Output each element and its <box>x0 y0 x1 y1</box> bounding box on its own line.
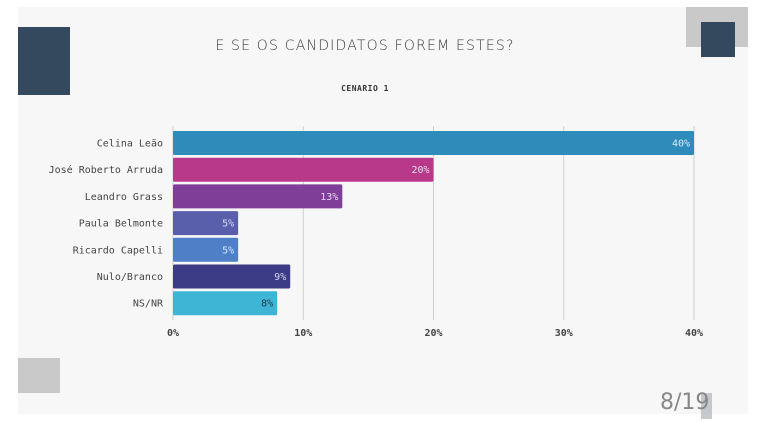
slide-background <box>18 7 748 414</box>
category-label: Leandro Grass <box>85 192 163 203</box>
bar <box>173 184 343 209</box>
page-indicator: 8/19 <box>660 390 710 415</box>
decorative-square-left <box>18 27 70 95</box>
chart-labels: 0% 10% 20% 30% 40% Celina Leão 40% José Roberto… <box>49 139 703 340</box>
category-label: Paula Belmonte <box>79 219 163 230</box>
bar <box>173 291 278 316</box>
category-label: José Roberto Arruda <box>49 164 163 176</box>
x-tick-label: 40% <box>685 328 703 339</box>
chart-bars <box>173 131 694 316</box>
slide-title: E SE OS CANDIDATOS FOREM ESTES? <box>215 38 515 54</box>
data-label: 5% <box>222 245 234 256</box>
bar <box>173 157 434 182</box>
decorative-square-navy-right <box>701 22 735 57</box>
data-label: 5% <box>222 219 234 230</box>
bar <box>173 131 694 155</box>
category-label: Ricardo Capelli <box>73 245 163 256</box>
chart-title: CENARIO 1 <box>341 84 389 93</box>
category-label: Nulo/Branco <box>97 272 163 283</box>
data-label: 40% <box>672 139 690 150</box>
x-tick-label: 30% <box>555 328 573 339</box>
x-tick-label: 20% <box>424 328 442 339</box>
bar <box>173 211 239 236</box>
bar <box>173 237 239 262</box>
chart-gridlines <box>172 126 695 320</box>
x-tick-label: 0% <box>167 328 179 339</box>
page-indicator-highlight <box>701 393 712 419</box>
data-label: 13% <box>320 192 338 203</box>
bar <box>173 264 291 289</box>
category-label: NS/NR <box>133 299 164 310</box>
data-label: 8% <box>261 299 273 310</box>
decorative-square-bottom <box>18 358 60 393</box>
x-tick-label: 10% <box>294 328 312 339</box>
data-label: 9% <box>274 272 286 283</box>
data-label: 20% <box>411 165 429 176</box>
category-label: Celina Leão <box>97 139 163 150</box>
